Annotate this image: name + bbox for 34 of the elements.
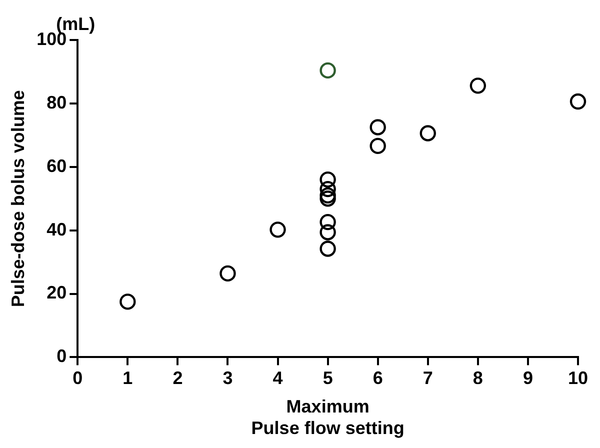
x-tick-label: 2 xyxy=(172,368,183,388)
point xyxy=(320,190,336,207)
y-tick-label: 40 xyxy=(46,219,67,240)
y-tick-label: 60 xyxy=(46,156,67,176)
x-tick-label: 3 xyxy=(222,368,233,388)
point xyxy=(370,119,386,136)
x-tick-label: 4 xyxy=(272,368,283,388)
x-tick-label: 10 xyxy=(568,368,588,388)
point xyxy=(570,93,586,110)
point xyxy=(320,62,336,79)
y-tick-label: 0 xyxy=(56,346,67,366)
y-tick-label: 20 xyxy=(46,282,67,303)
x-tick-label: 5 xyxy=(322,368,333,388)
point xyxy=(320,187,336,204)
x-tick-label: 8 xyxy=(472,368,483,388)
y-tick-label: 80 xyxy=(46,92,67,112)
x-tick-label: 0 xyxy=(72,368,83,388)
point xyxy=(370,138,386,154)
x-tick-label: 1 xyxy=(122,368,133,388)
point xyxy=(320,240,336,257)
point xyxy=(320,180,336,198)
x-tick-label: 9 xyxy=(522,368,533,388)
x-axis-title: Maximum Pulse flow setting xyxy=(251,396,404,438)
point xyxy=(320,171,336,188)
x-tick-label: 6 xyxy=(372,368,383,388)
x-tick-label: 7 xyxy=(422,368,433,388)
point xyxy=(320,214,336,230)
point xyxy=(420,125,436,142)
point xyxy=(120,294,136,310)
point xyxy=(220,265,236,282)
point xyxy=(470,78,486,94)
y-axis-title: Pulse-dose bolus volume xyxy=(8,90,28,308)
point xyxy=(270,222,286,238)
point xyxy=(320,224,336,240)
